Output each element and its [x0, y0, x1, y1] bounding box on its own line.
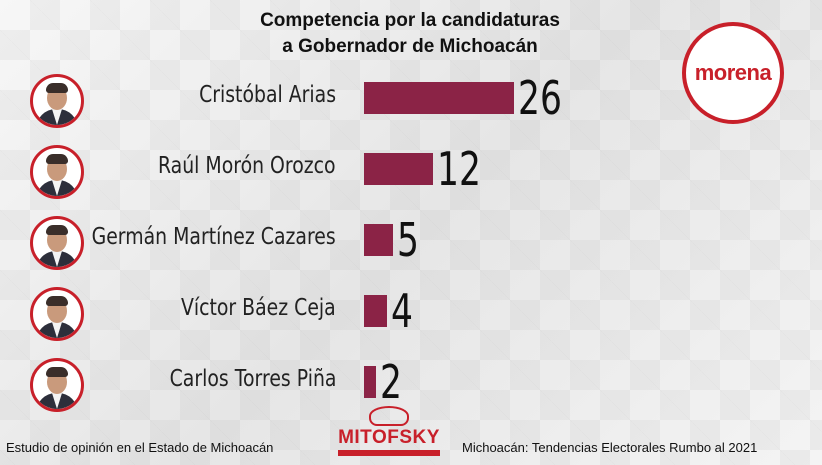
candidate-photo	[30, 287, 84, 341]
bar-value-label: 12	[437, 142, 481, 196]
candidate-row: Raúl Morón Orozco 12	[0, 139, 822, 199]
footer-left: Estudio de opinión en el Estado de Micho…	[6, 440, 274, 455]
mitofsky-logo: MITOFSKY	[338, 406, 440, 462]
candidate-name: Carlos Torres Piña	[169, 366, 336, 392]
bar	[364, 82, 514, 114]
candidate-row: Germán Martínez Cazares 5	[0, 210, 822, 270]
candidate-name: Cristóbal Arias	[199, 82, 336, 108]
candidate-row: Carlos Torres Piña 2	[0, 352, 822, 412]
bar-value-label: 4	[391, 284, 413, 338]
candidate-photo	[30, 74, 84, 128]
bar	[364, 224, 393, 256]
candidate-photo	[30, 358, 84, 412]
candidate-row: Cristóbal Arias 26	[0, 68, 822, 128]
candidate-name: Raúl Morón Orozco	[158, 153, 336, 179]
candidate-row: Víctor Báez Ceja 4	[0, 281, 822, 341]
brand-underline	[338, 450, 440, 456]
brand-mark-icon	[369, 406, 409, 426]
bar-value-label: 5	[397, 213, 419, 267]
bar	[364, 366, 376, 398]
morena-logo: morena	[682, 22, 784, 124]
title-line-2: a Gobernador de Michoacán	[282, 36, 538, 57]
title-line-1: Competencia por la candidaturas	[260, 10, 560, 31]
bar-value-label: 26	[518, 71, 562, 125]
candidate-name: Víctor Báez Ceja	[181, 295, 336, 321]
candidate-photo	[30, 145, 84, 199]
bar-value-label: 2	[380, 355, 402, 409]
footer-right: Michoacán: Tendencias Electorales Rumbo …	[462, 440, 758, 455]
candidate-photo	[30, 216, 84, 270]
chart-title: Competencia por la candidaturas a Gobern…	[180, 8, 640, 60]
brand-text: MITOFSKY	[338, 427, 440, 448]
bar	[364, 153, 433, 185]
logo-text: morena	[694, 60, 772, 85]
candidate-name: Germán Martínez Cazares	[91, 224, 336, 250]
bar	[364, 295, 387, 327]
